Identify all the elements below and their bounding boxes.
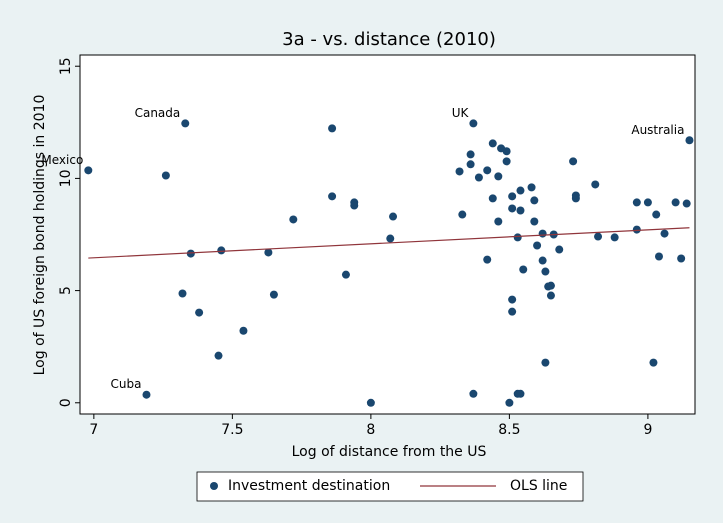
point: [649, 358, 658, 367]
point: [541, 358, 550, 367]
point: [538, 256, 547, 265]
point: [546, 291, 555, 300]
x-tick-label: 7.5: [221, 422, 243, 438]
point: [538, 229, 547, 238]
ols-line: [88, 227, 690, 259]
legend: [196, 471, 584, 502]
point-label: Cuba: [111, 377, 142, 391]
point: [682, 199, 691, 208]
point-label: Mexico: [41, 153, 83, 167]
point: [555, 245, 564, 254]
point: [530, 217, 539, 226]
point: [505, 398, 514, 407]
point: [632, 198, 641, 207]
point: [571, 194, 580, 203]
point: [289, 215, 298, 224]
point: [516, 389, 525, 398]
point: [474, 173, 483, 182]
point: [483, 255, 492, 264]
y-axis-label: Log of US foreign bond holdings in 2010: [32, 95, 48, 376]
x-axis-label: Log of distance from the US: [292, 444, 487, 460]
point: [488, 139, 497, 148]
point: [195, 308, 204, 317]
point: [671, 198, 680, 207]
point: [350, 201, 359, 210]
point: [186, 249, 195, 258]
point: [386, 234, 395, 243]
point: [569, 157, 578, 166]
y-tick-label: 5: [58, 286, 74, 295]
point: [161, 171, 170, 180]
legend-label: Investment destination: [228, 478, 390, 494]
plot-area: [79, 54, 696, 415]
point: [494, 172, 503, 181]
point: [594, 232, 603, 241]
x-tick-label: 8.5: [498, 422, 520, 438]
legend-swatch: [210, 482, 218, 490]
point: [508, 307, 517, 316]
point: [513, 233, 522, 242]
legend-label: OLS line: [510, 478, 567, 494]
point: [455, 167, 464, 176]
x-tick-label: 8: [366, 422, 375, 438]
point: [660, 229, 669, 238]
point: [181, 119, 190, 128]
point-label: Canada: [135, 106, 181, 120]
point: [502, 147, 511, 156]
point: [677, 254, 686, 263]
point-label: UK: [452, 106, 470, 120]
point: [366, 398, 375, 407]
point: [488, 194, 497, 203]
chart-title: 3a - vs. distance (2010): [282, 29, 496, 50]
point: [652, 210, 661, 219]
point: [328, 192, 337, 201]
x-tick-label: 9: [643, 422, 652, 438]
point: [142, 390, 151, 399]
point: [643, 198, 652, 207]
x-tick-label: 7: [89, 422, 98, 438]
point: [469, 119, 478, 128]
point: [84, 166, 93, 175]
y-tick-label: 0: [58, 398, 74, 407]
point: [239, 326, 248, 335]
point: [541, 267, 550, 276]
point: [502, 157, 511, 166]
point: [469, 389, 478, 398]
point: [389, 212, 398, 221]
point: [610, 233, 619, 242]
point: [458, 210, 467, 219]
point: [546, 281, 555, 290]
point: [654, 252, 663, 261]
point: [508, 204, 517, 213]
point: [466, 150, 475, 159]
point: [341, 270, 350, 279]
point: [178, 289, 187, 298]
point: [466, 160, 475, 169]
point: [632, 225, 641, 234]
point: [533, 241, 542, 250]
point: [530, 196, 539, 205]
point: [527, 183, 536, 192]
point: [516, 186, 525, 195]
point: [483, 166, 492, 175]
y-tick-label: 15: [58, 57, 74, 75]
point-label: Australia: [631, 123, 684, 137]
point: [264, 248, 273, 257]
point: [685, 136, 694, 145]
point: [591, 180, 600, 189]
point: [214, 351, 223, 360]
point: [508, 295, 517, 304]
y-tick-label: 10: [58, 169, 74, 187]
point: [494, 217, 503, 226]
point: [519, 265, 528, 274]
point: [217, 246, 226, 255]
point: [516, 206, 525, 215]
point: [508, 192, 517, 201]
point: [328, 124, 337, 133]
point: [269, 290, 278, 299]
